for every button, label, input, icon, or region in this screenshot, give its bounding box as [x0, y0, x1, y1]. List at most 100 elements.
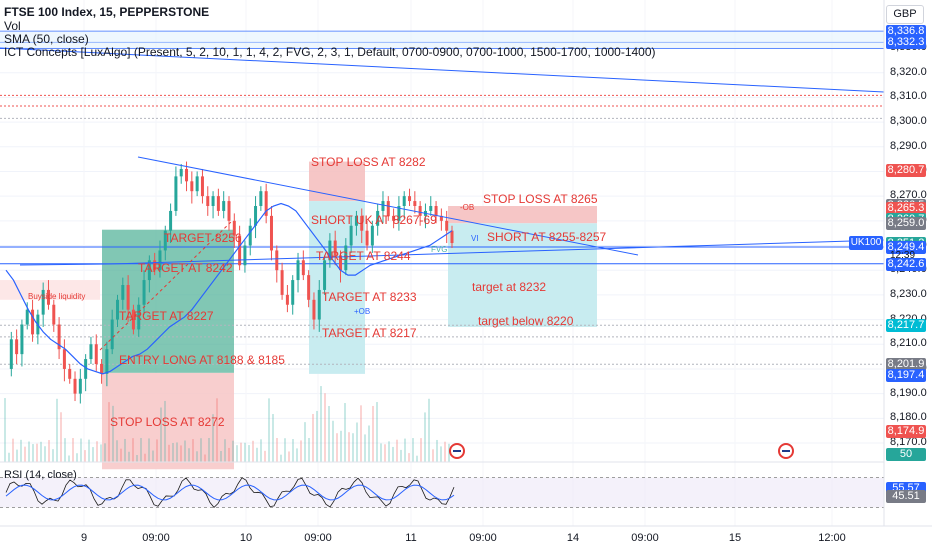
candle-body — [137, 304, 141, 330]
volume-bar — [216, 398, 218, 462]
candle-body — [227, 201, 231, 221]
candle-body — [62, 349, 66, 369]
volume-bar — [420, 438, 422, 462]
price-badge: 8,174.9 — [886, 424, 926, 438]
candle-body — [25, 309, 29, 325]
symbol-title[interactable]: FTSE 100 Index, 15, PEPPERSTONE — [4, 5, 210, 19]
ict-label[interactable]: ICT Concepts [LuxAlgo] (Present, 5, 2, 1… — [4, 45, 656, 59]
volume-bar — [204, 454, 206, 462]
time-tick-label: 09:00 — [469, 532, 497, 544]
volume-bar — [264, 450, 266, 462]
volume-bar — [308, 438, 310, 462]
price-badge: 8,217.7 — [886, 319, 926, 333]
price-tick-label: 8,290.0 — [890, 139, 927, 152]
candle-body — [200, 176, 204, 197]
volume-bar — [404, 438, 406, 462]
candle-body — [248, 225, 252, 246]
volume-bar — [168, 444, 170, 462]
volume-bar — [292, 439, 294, 462]
candle-body — [147, 260, 151, 281]
short-stop-zone — [309, 161, 365, 202]
trend-lines — [0, 47, 885, 375]
candle-body — [323, 260, 327, 290]
price-tick-label: 8,320.0 — [890, 65, 927, 78]
volume-bar — [72, 438, 74, 462]
candle-body — [116, 299, 119, 320]
volume-bar — [96, 441, 98, 462]
currency-selector[interactable]: GBP — [886, 5, 924, 24]
annotation-target-8242: TARGET AT 8242 — [138, 261, 233, 275]
annotation-target-8244: TARGET AT 8244 — [316, 249, 411, 263]
volume-bar — [20, 439, 22, 462]
vol-label[interactable]: Vol — [4, 19, 21, 33]
volume-bar — [240, 442, 242, 462]
candle-body — [190, 181, 194, 192]
annotation-stop-loss-8265: STOP LOSS AT 8265 — [483, 192, 598, 206]
volume-bar — [340, 430, 342, 462]
candle-body — [174, 176, 178, 211]
uk-flag-event-icon[interactable] — [778, 443, 794, 459]
candle-body — [195, 176, 199, 192]
sma-label[interactable]: SMA (50, close) — [4, 32, 89, 46]
volume-bar — [80, 438, 82, 462]
volume-bar — [228, 447, 230, 462]
price-tick-label: 8,270.0 — [890, 189, 927, 202]
price-badge: 8,332.3 — [886, 36, 926, 50]
volume-bar — [180, 445, 182, 462]
volume-bar — [360, 405, 362, 462]
volume-bar — [104, 443, 106, 462]
volume-bar — [276, 438, 278, 462]
annotation-target-below-8220: target below 8220 — [478, 314, 574, 328]
candle-body — [163, 230, 167, 251]
candle-body — [222, 201, 226, 211]
volume-bar — [260, 439, 262, 462]
price-tick-label: 8,300.0 — [890, 115, 927, 128]
volume-bar — [208, 438, 210, 462]
candle-body — [392, 215, 396, 221]
candle-body — [185, 168, 189, 182]
candle-body — [408, 196, 412, 202]
top-band — [0, 31, 884, 49]
candle-body — [397, 206, 401, 221]
volume-bar — [272, 414, 274, 462]
uk-flag-event-icon[interactable] — [449, 443, 465, 459]
annotation-target-8227: TARGET AT 8227 — [119, 309, 214, 323]
volume-bar — [300, 440, 302, 462]
annotation-entry-long: ENTRY LONG AT 8188 & 8185 — [119, 353, 285, 367]
price-tick-label: 8,210.0 — [890, 337, 927, 350]
rsi-ma-line — [5, 484, 455, 501]
annotation-stop-loss-8272: STOP LOSS AT 8272 — [110, 415, 225, 429]
candle-body — [131, 309, 135, 330]
volume-bar — [100, 444, 102, 462]
rsi-label[interactable]: RSI (14, close) — [4, 469, 77, 481]
time-tick-label: 10 — [239, 532, 253, 544]
candle-body — [376, 210, 380, 226]
candle-body — [179, 168, 183, 177]
volume-bar — [288, 451, 290, 462]
candle-body — [169, 210, 173, 231]
time-tick-label: 11 — [405, 532, 417, 544]
candle-body — [238, 235, 242, 266]
candle-body — [333, 240, 337, 256]
candle-body — [100, 364, 104, 374]
volume-bar — [124, 438, 126, 462]
long-diagonal — [99, 219, 234, 351]
volume-bar — [60, 412, 62, 462]
annotation-vi: VI — [471, 234, 479, 243]
volume-bar — [368, 425, 370, 462]
volume-bar — [116, 440, 118, 462]
price-badge: 8,265.3 — [886, 201, 926, 215]
long-profit-zone — [102, 229, 234, 373]
annotation-target-8256: TARGET 8256 — [164, 231, 242, 245]
candle-body — [57, 324, 61, 350]
candle-body — [280, 270, 284, 295]
volume-bar — [220, 451, 222, 462]
time-tick-label: 09:00 — [631, 532, 659, 544]
volume-bar — [112, 405, 114, 462]
candle-body — [52, 304, 56, 325]
candle-body — [126, 285, 130, 310]
annotation-target-8217: TARGET AT 8217 — [322, 326, 417, 340]
candle-body — [418, 206, 422, 216]
volume-bar — [156, 439, 158, 462]
